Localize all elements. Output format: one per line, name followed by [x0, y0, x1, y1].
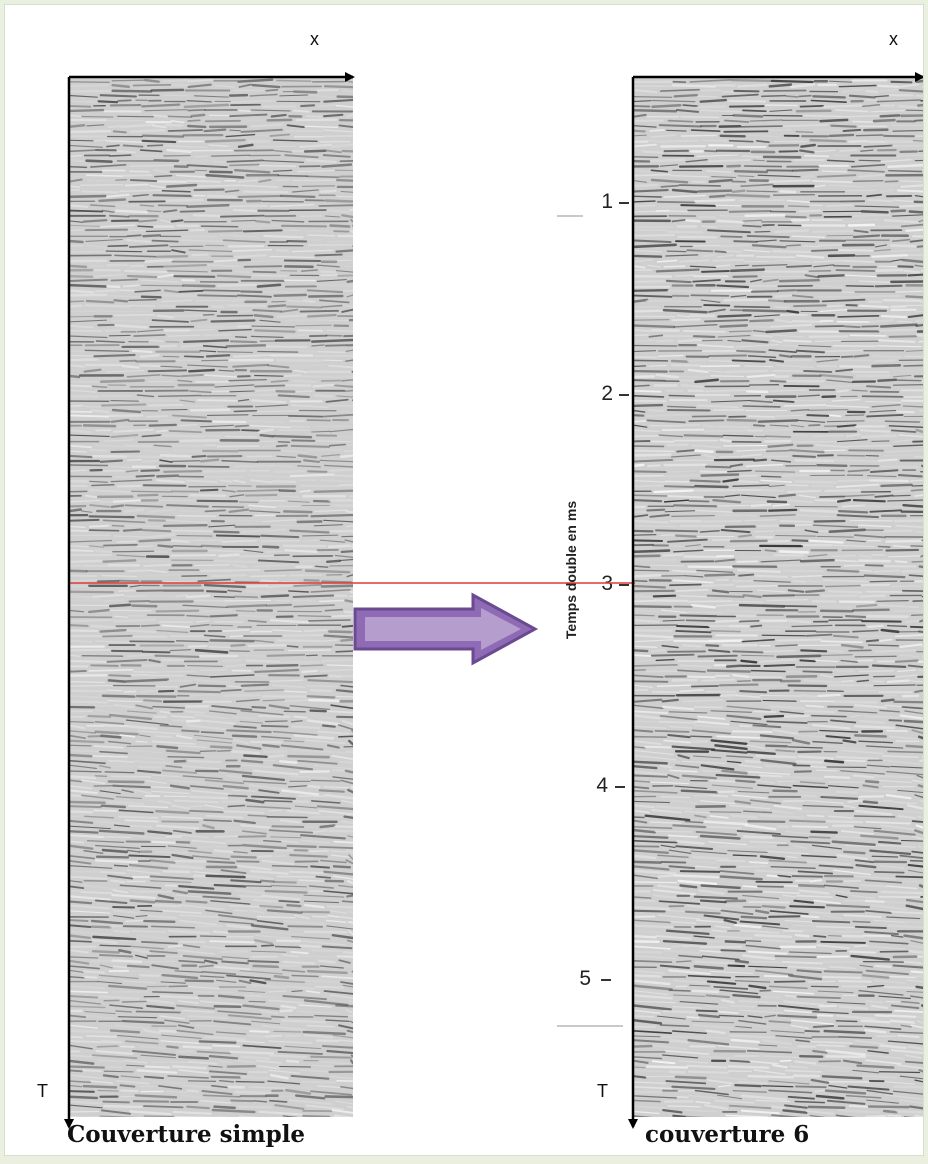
t-axis-label-right: T: [597, 1081, 608, 1102]
figure: 1 2 3 4 5 Temps double en ms x T x T Cou…: [4, 4, 924, 1156]
caption-right: couverture 6: [645, 1121, 809, 1148]
t-axis-label-left: T: [37, 1081, 48, 1102]
x-axis-label-right: x: [889, 29, 898, 50]
caption-left: Couverture simple: [67, 1121, 305, 1148]
x-axis-label-left: x: [310, 29, 319, 50]
diagram-overlay: [5, 5, 924, 1156]
